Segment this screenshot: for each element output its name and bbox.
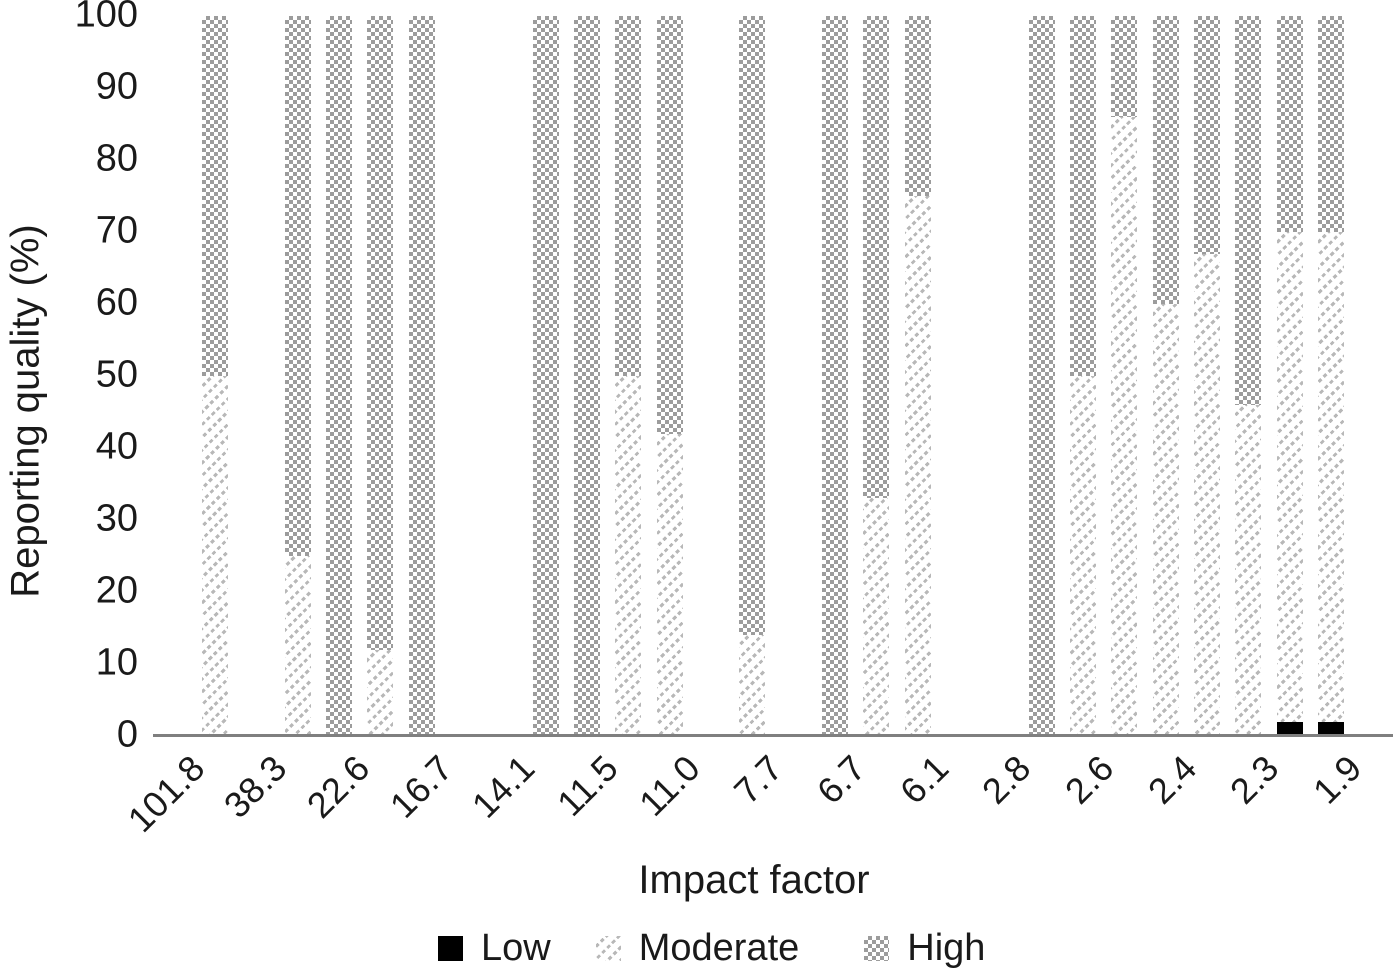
x-tick-label: 16.7	[381, 747, 460, 826]
x-tick-label: 38.3	[216, 747, 295, 826]
y-tick-label: 20	[95, 569, 138, 612]
segment-low	[1276, 721, 1303, 736]
stacked-bar	[532, 16, 559, 736]
segment-moderate	[739, 635, 766, 736]
segment-high	[739, 16, 766, 636]
segment-moderate	[202, 376, 228, 736]
y-axis-title: Reporting quality (%)	[3, 224, 48, 598]
segment-low	[1318, 721, 1344, 736]
segment-high	[202, 16, 228, 376]
x-tick-label: 11.5	[548, 747, 626, 824]
legend-marker-moderate-icon	[595, 936, 621, 961]
x-tick-label: 11.0	[631, 747, 708, 824]
x-axis-title: Impact factor	[638, 858, 870, 902]
stacked-bar	[1194, 16, 1220, 736]
segment-high	[1194, 16, 1220, 254]
segment-high	[822, 16, 848, 736]
y-tick-label: 0	[116, 713, 138, 756]
x-tick-label: 2.6	[1056, 747, 1122, 812]
y-tick-label: 80	[95, 137, 138, 180]
segment-high	[1028, 16, 1055, 736]
segment-high	[1070, 16, 1096, 376]
segment-moderate	[904, 196, 931, 736]
y-tick-label: 30	[95, 497, 138, 540]
segment-high	[284, 16, 311, 556]
segment-high	[367, 16, 394, 650]
segment-high	[1318, 16, 1344, 232]
stacked-bar	[408, 16, 435, 736]
segment-high	[326, 16, 352, 736]
segment-high	[1152, 16, 1179, 304]
segment-high	[1235, 16, 1262, 405]
segment-moderate	[1152, 304, 1179, 736]
segment-moderate	[1070, 376, 1096, 736]
y-tick-label: 50	[95, 353, 138, 396]
stacked-bar	[904, 16, 931, 736]
y-tick-label: 90	[95, 65, 138, 108]
x-tick-label: 2.4	[1139, 747, 1204, 812]
x-axis-line	[153, 734, 1393, 737]
y-tick-label: 100	[74, 0, 138, 36]
x-tick-label: 2.3	[1222, 747, 1287, 812]
legend-label: Moderate	[638, 927, 800, 969]
segment-moderate	[1235, 404, 1262, 736]
segment-moderate	[1276, 232, 1303, 722]
y-tick-label: 40	[95, 425, 138, 468]
stacked-bar	[822, 16, 848, 736]
y-tick-label: 10	[95, 641, 138, 684]
stacked-bar	[367, 16, 394, 736]
stacked-bar	[202, 16, 228, 736]
legend-label: Low	[481, 927, 551, 969]
stacked-bar	[326, 16, 352, 736]
segment-high	[863, 16, 890, 499]
stacked-bar	[739, 16, 766, 736]
x-tick-label: 14.1	[464, 747, 543, 826]
segment-high	[904, 16, 931, 196]
stacked-bar	[1070, 16, 1096, 736]
segment-moderate	[656, 433, 683, 736]
segment-high	[532, 16, 559, 736]
y-tick-label: 60	[95, 281, 138, 324]
segment-moderate	[1194, 253, 1220, 736]
stacked-bar	[1111, 16, 1138, 736]
x-tick-label: 7.7	[726, 747, 791, 812]
segment-high	[615, 16, 642, 376]
legend: Low Moderate High	[438, 927, 985, 970]
segment-high	[1111, 16, 1138, 117]
segment-high	[408, 16, 435, 736]
stacked-bar	[1318, 16, 1344, 736]
x-tick-label: 101.8	[119, 747, 212, 840]
x-tick-label: 1.9	[1304, 747, 1370, 812]
segment-moderate	[1318, 232, 1344, 722]
legend-item-moderate: Moderate	[595, 927, 800, 970]
segment-moderate	[615, 376, 642, 736]
segment-high	[656, 16, 683, 434]
segment-high	[574, 16, 600, 736]
stacked-bar	[1276, 16, 1303, 736]
stacked-bar	[863, 16, 890, 736]
stacked-bar	[656, 16, 683, 736]
x-tick-label: 6.1	[891, 747, 956, 812]
stacked-bar	[284, 16, 311, 736]
stacked-bar	[1152, 16, 1179, 736]
stacked-bar	[1235, 16, 1262, 736]
x-tick-label: 22.6	[298, 747, 378, 826]
segment-moderate	[1111, 116, 1138, 736]
x-tick-label: 2.8	[974, 747, 1039, 812]
segment-moderate	[284, 556, 311, 736]
stacked-bar	[615, 16, 642, 736]
stacked-bar	[1028, 16, 1055, 736]
y-tick-label: 70	[95, 209, 138, 252]
legend-item-low: Low	[438, 927, 551, 970]
segment-high	[1276, 16, 1303, 232]
segment-moderate	[863, 498, 890, 736]
legend-label: High	[907, 927, 986, 969]
x-tick-label: 6.7	[808, 747, 874, 812]
stacked-bar	[574, 16, 600, 736]
legend-item-high: High	[864, 927, 985, 970]
segment-moderate	[367, 649, 394, 736]
legend-marker-high-icon	[864, 936, 890, 961]
legend-marker-low-icon	[438, 936, 463, 961]
